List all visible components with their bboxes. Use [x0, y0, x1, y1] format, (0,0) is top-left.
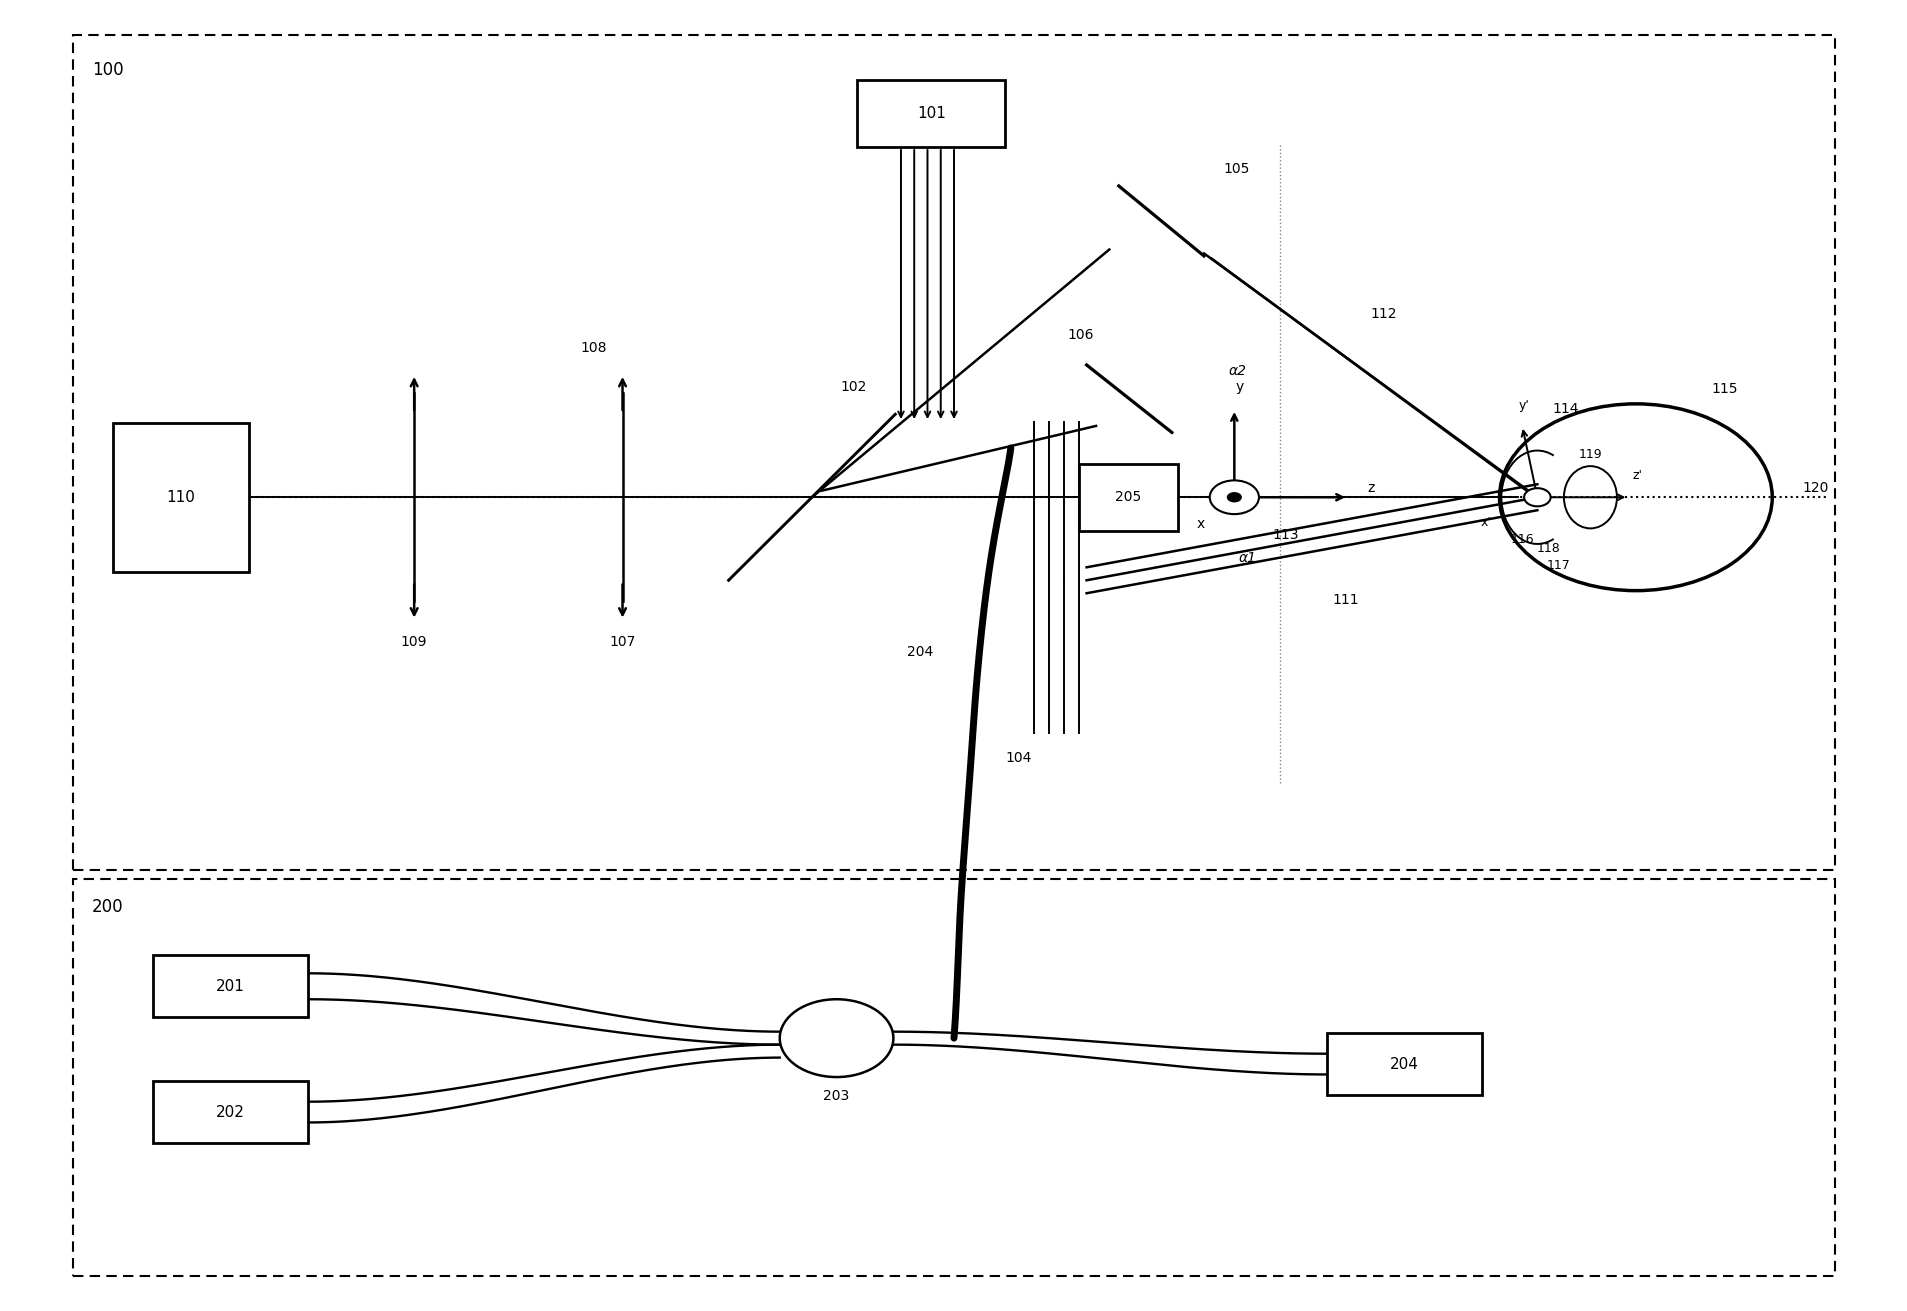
- Text: 118: 118: [1535, 541, 1560, 555]
- Bar: [113, 422, 250, 572]
- Text: x: x: [1196, 518, 1203, 531]
- Text: 116: 116: [1510, 532, 1533, 545]
- Bar: [72, 878, 1835, 1276]
- Text: 119: 119: [1577, 448, 1602, 461]
- Bar: [1079, 464, 1177, 531]
- Text: 113: 113: [1272, 528, 1299, 541]
- Text: y: y: [1236, 380, 1243, 393]
- Text: 105: 105: [1222, 163, 1249, 176]
- Text: 117: 117: [1547, 558, 1569, 572]
- Text: 102: 102: [839, 380, 866, 393]
- Text: α2: α2: [1228, 364, 1245, 379]
- Text: 108: 108: [580, 341, 606, 355]
- Text: 103: 103: [1097, 502, 1123, 515]
- Circle shape: [1524, 488, 1550, 506]
- Circle shape: [1209, 480, 1259, 514]
- Text: z': z': [1630, 469, 1642, 482]
- Text: 104: 104: [1005, 751, 1032, 764]
- Text: 204: 204: [906, 645, 933, 658]
- Text: 200: 200: [92, 898, 124, 916]
- Text: x': x': [1480, 515, 1491, 528]
- Bar: [153, 1082, 307, 1143]
- Text: 201: 201: [215, 979, 244, 994]
- Text: 107: 107: [608, 636, 635, 649]
- Text: 112: 112: [1369, 307, 1396, 321]
- Text: 109: 109: [400, 636, 427, 649]
- Bar: [856, 80, 1005, 147]
- Bar: [72, 35, 1835, 869]
- Text: 111: 111: [1333, 593, 1358, 607]
- Text: 100: 100: [92, 62, 124, 80]
- Text: y': y': [1518, 399, 1529, 412]
- Circle shape: [1226, 492, 1241, 502]
- Text: α1: α1: [1238, 551, 1255, 565]
- Bar: [1327, 1033, 1482, 1095]
- Text: z: z: [1365, 481, 1373, 496]
- Text: 205: 205: [1114, 490, 1140, 505]
- Text: 106: 106: [1068, 328, 1093, 342]
- Text: 204: 204: [1390, 1057, 1419, 1071]
- Text: 101: 101: [917, 106, 946, 121]
- Text: 120: 120: [1802, 481, 1829, 496]
- Bar: [153, 956, 307, 1017]
- Text: 202: 202: [215, 1105, 244, 1120]
- Text: 114: 114: [1552, 402, 1579, 416]
- Text: 203: 203: [824, 1089, 849, 1104]
- Text: 110: 110: [166, 490, 196, 505]
- Text: 115: 115: [1711, 383, 1737, 396]
